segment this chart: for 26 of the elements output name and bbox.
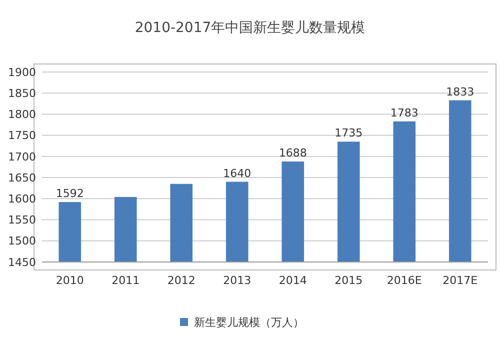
x-tick-label: 2014 bbox=[278, 274, 307, 287]
data-label: 1688 bbox=[278, 146, 307, 160]
data-label: 1783 bbox=[390, 106, 418, 120]
y-tick-label: 1500 bbox=[8, 234, 36, 248]
x-tick-label: 2016E bbox=[386, 274, 422, 287]
data-label: 1592 bbox=[56, 187, 84, 200]
y-tick-label: 1750 bbox=[8, 129, 36, 142]
y-tick-label: 1700 bbox=[8, 150, 36, 164]
y-tick-label: 1850 bbox=[8, 86, 36, 100]
chart-title: 2010-2017年中国新生婴儿数量规模 bbox=[134, 20, 366, 36]
data-label: 1833 bbox=[446, 85, 474, 98]
x-tick-label: 2015 bbox=[334, 274, 363, 287]
y-tick-label: 1650 bbox=[8, 171, 36, 184]
x-tick-label: 2017E bbox=[442, 274, 478, 287]
data-label: 1640 bbox=[223, 166, 252, 180]
x-tick-label: 2010 bbox=[56, 274, 84, 287]
x-tick-label: 2012 bbox=[167, 274, 196, 287]
x-tick-label: 2011 bbox=[112, 274, 140, 287]
y-tick-label: 1800 bbox=[8, 108, 36, 122]
legend-label: 新生婴儿规模（万人） bbox=[194, 316, 304, 329]
y-tick-label: 1550 bbox=[8, 214, 36, 227]
x-tick-label: 2013 bbox=[223, 274, 252, 287]
y-tick-label: 1600 bbox=[8, 192, 36, 206]
y-tick-label: 1450 bbox=[8, 256, 36, 269]
y-tick-label: 1900 bbox=[8, 66, 36, 79]
data-label: 1735 bbox=[334, 126, 363, 140]
